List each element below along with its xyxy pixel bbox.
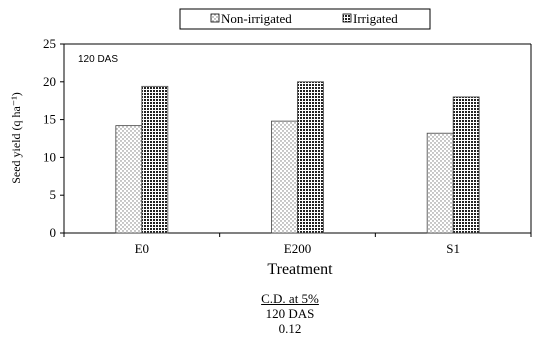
legend: Non-irrigated Irrigated — [179, 8, 431, 30]
y-ticks: 0 5 10 15 20 25 — [43, 36, 64, 240]
bar-non-irrigated-s1 — [426, 132, 454, 234]
legend-label-irrigated: Irrigated — [353, 11, 398, 26]
y-tick-label: 0 — [50, 225, 57, 240]
legend-box — [179, 8, 431, 30]
bar-irrigated-e0 — [141, 85, 169, 234]
x-tick-label-e0: E0 — [135, 241, 149, 256]
bar-irrigated-s1 — [452, 96, 480, 234]
cd-subtitle: 120 DAS — [265, 306, 315, 321]
x-tick-label-e200: E200 — [284, 241, 311, 256]
seed-yield-chart: Non-irrigated Irrigated 120 DAS 0 5 10 15 20… — [9, 8, 532, 278]
x-tick-label-s1: S1 — [446, 241, 460, 256]
bar-non-irrigated-e200 — [271, 120, 298, 234]
legend-swatch-non-irrigated — [210, 13, 220, 23]
y-tick-label: 20 — [43, 74, 56, 89]
bars — [115, 81, 480, 234]
x-ticks: E0 E200 S1 — [63, 233, 532, 256]
y-tick-label: 15 — [43, 112, 56, 127]
cd-value: 0.12 — [278, 321, 302, 336]
y-tick-label: 25 — [43, 36, 56, 51]
y-tick-label: 10 — [43, 149, 56, 164]
y-axis-label: Seed yield (q ha⁻¹) — [9, 92, 23, 184]
bar-non-irrigated-e0 — [115, 125, 143, 234]
bar-irrigated-e200 — [297, 81, 324, 234]
legend-label-non-irrigated: Non-irrigated — [221, 11, 292, 26]
cd-title: C.D. at 5% — [261, 291, 319, 306]
x-axis-label: Treatment — [267, 261, 333, 278]
legend-swatch-irrigated — [342, 13, 352, 23]
y-tick-label: 5 — [50, 187, 57, 202]
panel-annotation: 120 DAS — [78, 54, 118, 65]
